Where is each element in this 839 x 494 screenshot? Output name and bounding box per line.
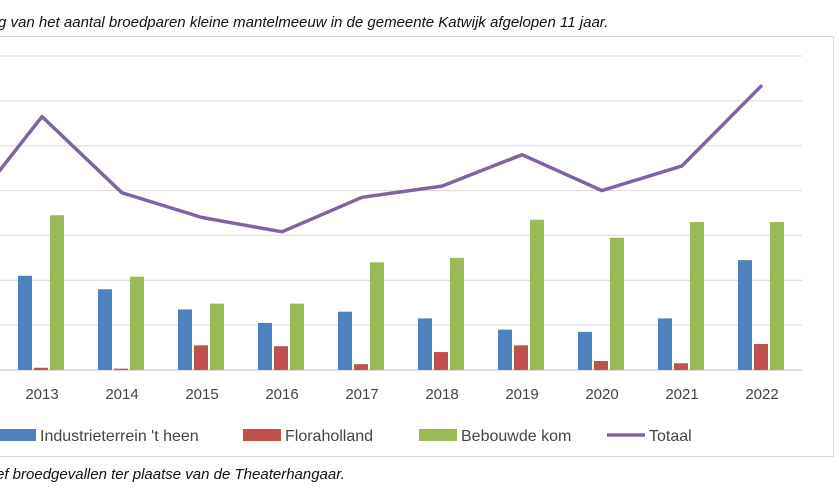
x-tick-label: 2013 [25, 386, 58, 403]
bar-bebouwde-kom-2013 [50, 215, 64, 370]
bar-industrieterrein-t-heen-2021 [658, 318, 672, 370]
bar-floraholland-2014 [114, 368, 128, 370]
bar-bebouwde-kom-2016 [290, 303, 304, 370]
x-tick-label: 2018 [425, 386, 458, 403]
chart-caption-top: g van het aantal broedparen kleine mante… [0, 14, 609, 31]
x-tick-label: 2017 [345, 386, 378, 403]
bar-floraholland-2021 [674, 363, 688, 370]
bar-industrieterrein-t-heen-2018 [418, 318, 432, 370]
legend-swatch [243, 429, 281, 441]
legend: Industrieterrein 't heen Floraholland Bebo… [0, 428, 692, 445]
bar-bebouwde-kom-2022 [770, 221, 784, 370]
bar-industrieterrein-t-heen-2014 [98, 289, 112, 370]
legend-label: Floraholland [285, 428, 373, 445]
total-line [0, 83, 764, 234]
bar-industrieterrein-t-heen-2013 [18, 275, 32, 370]
chart-caption-bottom: ef broedgevallen ter plaatse van de Thea… [0, 466, 345, 483]
legend-item: Industrieterrein 't heen [0, 428, 199, 445]
bar-industrieterrein-t-heen-2015 [178, 309, 192, 370]
bar-bebouwde-kom-2015 [210, 303, 224, 370]
bar-floraholland-2018 [434, 352, 448, 370]
bar-bebouwde-kom-2017 [370, 262, 384, 370]
bar-floraholland-2022 [754, 343, 768, 370]
legend-label: Industrieterrein 't heen [40, 428, 199, 445]
x-tick-labels: 2013 2014 2015 2016 2017 2018 2019 2020 2021 2022 [25, 386, 778, 403]
bar-floraholland-2015 [194, 345, 208, 370]
bar-bebouwde-kom-2018 [450, 257, 464, 370]
bar-industrieterrein-t-heen-2017 [338, 311, 352, 370]
legend-item: Bebouwde kom [419, 428, 571, 445]
bars [18, 215, 784, 370]
x-tick-label: 2014 [105, 386, 138, 403]
bar-industrieterrein-t-heen-2022 [738, 260, 752, 370]
x-tick-label: 2021 [665, 386, 698, 403]
x-tick-label: 2016 [265, 386, 298, 403]
chart-frame [0, 36, 834, 457]
bar-bebouwde-kom-2014 [130, 276, 144, 370]
bar-bebouwde-kom-2020 [610, 237, 624, 370]
bar-floraholland-2016 [274, 346, 288, 370]
bar-floraholland-2020 [594, 361, 608, 370]
legend-swatch [419, 429, 457, 441]
bar-bebouwde-kom-2021 [690, 221, 704, 370]
line-totaal [0, 83, 764, 234]
bar-industrieterrein-t-heen-2016 [258, 322, 272, 370]
bar-industrieterrein-t-heen-2020 [578, 331, 592, 370]
bar-industrieterrein-t-heen-2019 [498, 329, 512, 370]
x-tick-label: 2019 [505, 386, 538, 403]
bar-bebouwde-kom-2019 [530, 219, 544, 370]
x-tick-label: 2015 [185, 386, 218, 403]
gridlines [0, 55, 802, 371]
legend-item: Floraholland [243, 428, 373, 445]
bar-floraholland-2017 [354, 364, 368, 370]
bar-floraholland-2013 [34, 367, 48, 370]
legend-item: Totaal [607, 428, 692, 445]
legend-label: Bebouwde kom [461, 428, 571, 445]
legend-label: Totaal [649, 428, 692, 445]
x-tick-label: 2022 [745, 386, 778, 403]
x-tick-label: 2020 [585, 386, 618, 403]
legend-swatch [0, 429, 36, 441]
bar-floraholland-2019 [514, 345, 528, 370]
